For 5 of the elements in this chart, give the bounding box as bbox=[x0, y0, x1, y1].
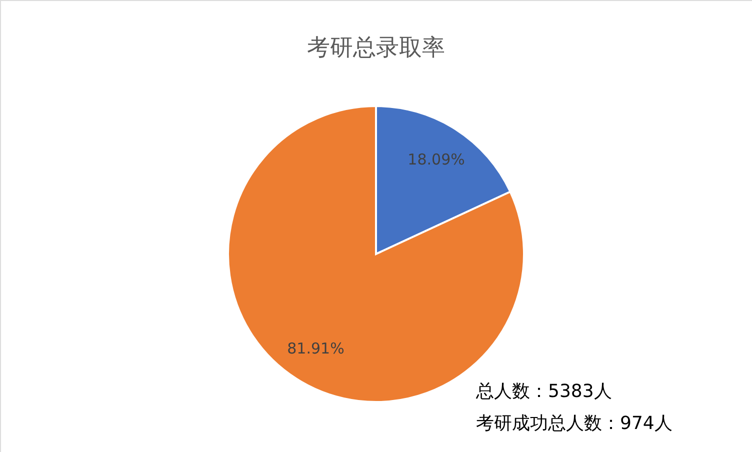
data-label: 81.91% bbox=[287, 339, 344, 358]
chart-title: 考研总录取率 bbox=[307, 35, 445, 61]
data-label: 18.09% bbox=[408, 150, 465, 169]
text: 考研成功总人数：974人 bbox=[476, 413, 672, 434]
text: 总人数：5383人 bbox=[475, 381, 612, 402]
